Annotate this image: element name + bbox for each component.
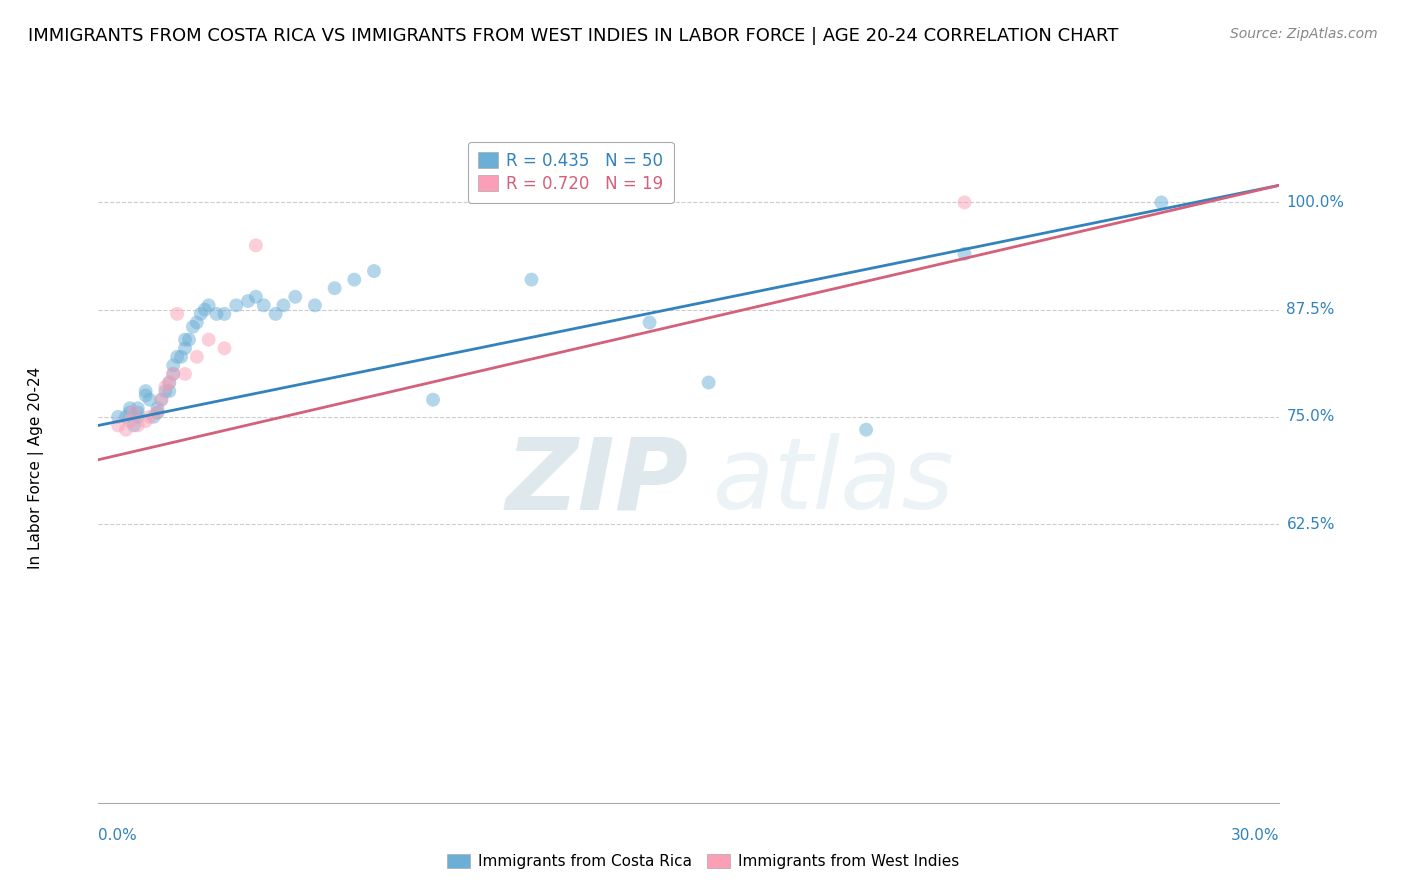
Point: [162, 359, 184, 373]
Point: [214, 307, 236, 321]
Point: [177, 333, 200, 347]
Point: [304, 298, 326, 312]
Point: [953, 195, 976, 210]
Point: [273, 298, 295, 312]
Point: [194, 302, 217, 317]
Point: [162, 367, 184, 381]
Point: [166, 307, 188, 321]
Point: [245, 290, 267, 304]
Point: [253, 298, 276, 312]
Point: [343, 272, 366, 286]
Text: 75.0%: 75.0%: [1286, 409, 1334, 425]
Point: [118, 401, 141, 416]
Point: [157, 376, 180, 390]
Point: [127, 406, 149, 420]
Point: [135, 384, 157, 398]
Point: [127, 418, 149, 433]
Point: [264, 307, 287, 321]
Point: [166, 350, 188, 364]
Point: [138, 392, 160, 407]
Text: 100.0%: 100.0%: [1286, 195, 1344, 210]
Text: ZIP: ZIP: [506, 434, 689, 530]
Text: IMMIGRANTS FROM COSTA RICA VS IMMIGRANTS FROM WEST INDIES IN LABOR FORCE | AGE 2: IMMIGRANTS FROM COSTA RICA VS IMMIGRANTS…: [28, 27, 1119, 45]
Text: 62.5%: 62.5%: [1286, 516, 1334, 532]
Text: In Labor Force | Age 20-24: In Labor Force | Age 20-24: [28, 368, 44, 569]
Point: [284, 290, 307, 304]
Text: Source: ZipAtlas.com: Source: ZipAtlas.com: [1230, 27, 1378, 41]
Point: [422, 392, 444, 407]
Point: [174, 367, 197, 381]
Point: [157, 384, 180, 398]
Legend: R = 0.435   N = 50, R = 0.720   N = 19: R = 0.435 N = 50, R = 0.720 N = 19: [468, 142, 673, 203]
Point: [146, 406, 169, 420]
Point: [115, 423, 138, 437]
Point: [135, 414, 157, 428]
Point: [170, 350, 193, 364]
Point: [155, 380, 177, 394]
Point: [157, 376, 180, 390]
Point: [174, 333, 197, 347]
Text: 87.5%: 87.5%: [1286, 302, 1334, 318]
Point: [214, 341, 236, 355]
Point: [953, 247, 976, 261]
Point: [138, 409, 160, 424]
Point: [205, 307, 228, 321]
Point: [115, 409, 138, 424]
Point: [107, 409, 129, 424]
Text: atlas: atlas: [713, 434, 955, 530]
Point: [135, 388, 157, 402]
Point: [1150, 195, 1173, 210]
Text: 0.0%: 0.0%: [98, 828, 138, 843]
Point: [118, 406, 141, 420]
Point: [162, 367, 184, 381]
Point: [197, 333, 219, 347]
Point: [190, 307, 212, 321]
Point: [236, 294, 259, 309]
Point: [181, 319, 204, 334]
Point: [323, 281, 346, 295]
Point: [150, 392, 173, 407]
Point: [697, 376, 720, 390]
Point: [225, 298, 247, 312]
Point: [520, 272, 543, 286]
Point: [186, 350, 208, 364]
Point: [107, 418, 129, 433]
Point: [638, 316, 661, 330]
Point: [197, 298, 219, 312]
Point: [127, 409, 149, 424]
Point: [855, 423, 877, 437]
Point: [118, 414, 141, 428]
Point: [150, 392, 173, 407]
Point: [174, 341, 197, 355]
Point: [186, 316, 208, 330]
Point: [127, 401, 149, 416]
Text: 30.0%: 30.0%: [1232, 828, 1279, 843]
Point: [155, 384, 177, 398]
Point: [245, 238, 267, 252]
Point: [142, 409, 165, 424]
Point: [146, 406, 169, 420]
Point: [146, 401, 169, 416]
Point: [363, 264, 385, 278]
Point: [122, 406, 145, 420]
Legend: Immigrants from Costa Rica, Immigrants from West Indies: Immigrants from Costa Rica, Immigrants f…: [441, 847, 965, 875]
Point: [122, 418, 145, 433]
